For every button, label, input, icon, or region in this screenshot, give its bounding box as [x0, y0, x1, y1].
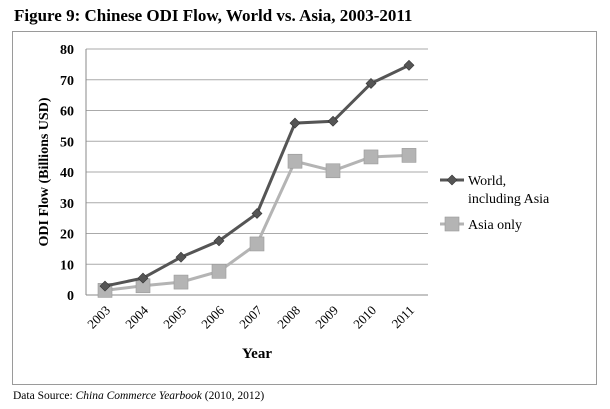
y-tick-label: 10	[60, 258, 74, 273]
source-prefix: Data Source:	[13, 390, 76, 402]
y-tick-label: 80	[60, 43, 74, 58]
x-tick-label: 2003	[84, 303, 113, 332]
series-line	[104, 63, 410, 288]
x-tick-label: 2008	[274, 303, 303, 332]
data-point	[249, 236, 265, 252]
legend-label: World,	[468, 174, 506, 189]
data-point	[175, 251, 187, 263]
x-tick-label: 2011	[388, 303, 417, 332]
data-point	[173, 274, 189, 290]
legend-label: including Asia	[468, 192, 550, 207]
y-tick-label: 0	[67, 289, 74, 304]
data-point	[99, 280, 111, 292]
series-line	[104, 153, 410, 292]
y-axis-label: ODI Flow (Billions USD)	[37, 97, 52, 246]
figure-title: Figure 9: Chinese ODI Flow, World vs. As…	[14, 6, 413, 25]
x-axis-label: Year	[242, 346, 272, 362]
x-tick-label: 2009	[312, 303, 341, 332]
y-tick-label: 20	[60, 228, 74, 243]
y-tick-label: 40	[60, 166, 74, 181]
chart-frame	[12, 31, 597, 385]
y-tick-label: 60	[60, 105, 74, 120]
x-tick-label: 2005	[160, 303, 189, 332]
y-tick-label: 70	[60, 74, 74, 89]
x-tick-label: 2007	[236, 302, 265, 331]
data-point	[251, 208, 263, 219]
data-point	[287, 153, 303, 169]
data-point	[289, 117, 301, 129]
source-title: China Commerce Yearbook	[75, 390, 202, 402]
legend-marker	[446, 174, 458, 186]
data-point	[213, 235, 225, 247]
data-point	[137, 272, 149, 284]
data-point	[325, 163, 341, 179]
data-point	[365, 78, 377, 89]
data-point	[363, 149, 379, 165]
x-tick-label: 2006	[198, 302, 227, 331]
data-point	[403, 59, 415, 71]
y-tick-label: 30	[60, 197, 74, 212]
data-point	[211, 264, 227, 279]
data-source: Data Source: China Commerce Yearbook (20…	[13, 390, 264, 402]
x-tick-label: 2004	[122, 302, 151, 331]
legend-marker	[444, 216, 460, 232]
data-point	[327, 115, 339, 127]
x-tick-label: 2010	[350, 303, 379, 332]
source-suffix: (2010, 2012)	[201, 390, 265, 402]
legend-label: Asia only	[468, 218, 522, 233]
y-tick-label: 50	[60, 135, 74, 150]
data-point	[401, 148, 417, 163]
